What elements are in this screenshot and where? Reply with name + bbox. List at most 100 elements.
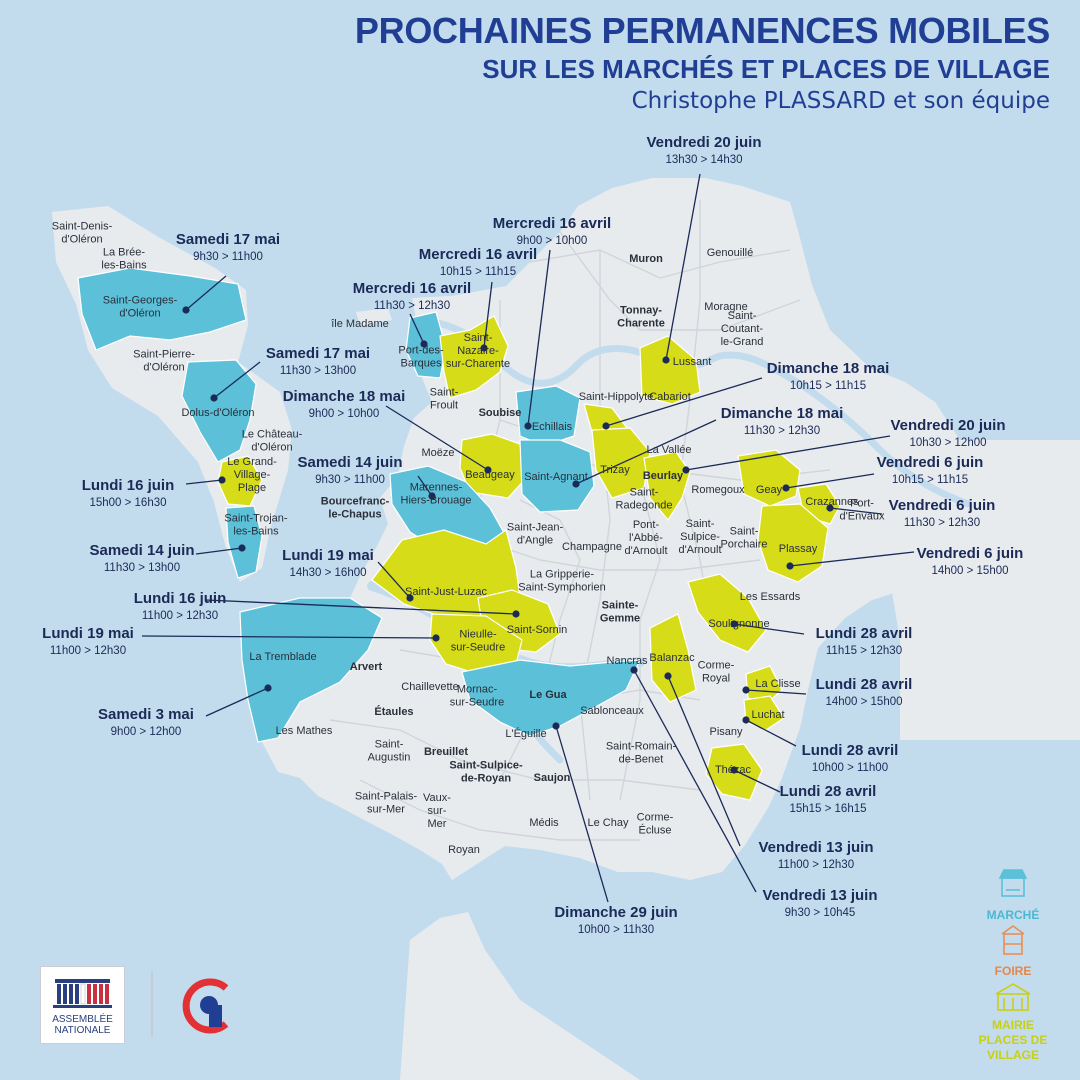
event-label: Lundi 19 mai 11h00 > 12h30	[42, 625, 134, 657]
leader-line	[409, 313, 425, 345]
region-cabariot	[639, 335, 701, 405]
event-label: Lundi 28 avril 10h00 > 11h00	[802, 742, 899, 774]
place-label-line: Mornac-	[457, 684, 498, 696]
event-day: Lundi 19 mai	[282, 547, 374, 564]
place-label: Le Chay	[588, 817, 629, 829]
location-dot	[480, 344, 488, 352]
event-time: 14h30 > 16h00	[289, 567, 366, 579]
place-label-line: Charente	[617, 318, 665, 330]
place-label-line: Augustin	[368, 752, 411, 764]
leader-line	[483, 281, 493, 349]
place-label-line: Saint-Trojan-	[224, 513, 288, 525]
place-label-line: Saint-	[686, 518, 715, 530]
place-label: Muron	[629, 253, 663, 265]
place-label-line: Marennes-	[410, 482, 463, 494]
region-la-clisse	[745, 665, 783, 705]
commune-border	[679, 200, 711, 621]
place-label: Le Grand-Village-Plage	[227, 456, 277, 494]
place-label-line: le-Chapus	[328, 509, 381, 521]
place-label-line: Le Château-	[242, 429, 303, 441]
leader-line	[141, 635, 437, 639]
place-label: Vaux-sur-Mer	[423, 792, 451, 830]
leader-line	[527, 249, 551, 427]
location-dot	[572, 480, 580, 488]
place-label-line: d'Oléron	[143, 362, 184, 374]
place-label-line: Froult	[430, 400, 458, 412]
place-label-line: Breuillet	[424, 746, 468, 758]
place-label-line: Sablonceaux	[580, 705, 644, 717]
event-day: Lundi 16 juin	[82, 477, 175, 494]
event-time: 10h00 > 11h30	[578, 924, 654, 936]
region-balanzac	[649, 613, 697, 703]
place-label-line: Saint-Pierre-	[133, 349, 195, 361]
location-dot	[826, 504, 834, 512]
event-time: 10h15 > 11h15	[790, 380, 866, 392]
place-label-line: Saint-	[375, 739, 404, 751]
place-label-line: les-Bains	[233, 526, 279, 538]
event-day: Dimanche 18 mai	[721, 405, 844, 422]
place-label: Corme-Écluse	[637, 812, 674, 837]
place-label: Saint-Porchaire	[720, 526, 767, 551]
place-label: Saint-Just-Luzac	[405, 586, 487, 598]
place-label-line: Corme-	[637, 812, 674, 824]
event-label: Vendredi 6 juin 11h30 > 12h30	[889, 497, 996, 529]
leader-line	[789, 551, 915, 567]
location-dot	[786, 562, 794, 570]
place-label: Bourcefranc-le-Chapus	[321, 496, 390, 521]
place-label-line: Arvert	[350, 661, 383, 673]
place-label-line: Bourcefranc-	[321, 496, 390, 508]
place-label-line: Saint-Sulpice-	[449, 760, 523, 772]
place-label: Étaules	[374, 705, 413, 718]
event-day: Vendredi 6 juin	[877, 454, 984, 471]
leader-line	[685, 435, 891, 471]
place-label: Geay	[756, 484, 783, 496]
location-dot	[428, 492, 436, 500]
page-subtitle: SUR LES MARCHÉS ET PLACES DE VILLAGE	[482, 54, 1050, 84]
place-label-line: Thézac	[715, 764, 752, 776]
place-label-line: Tonnay-	[620, 305, 662, 317]
region-beaugeay	[459, 433, 527, 499]
event-day: Dimanche 18 mai	[767, 360, 890, 377]
region-saint-trojan	[225, 505, 263, 579]
place-label-line: Saint-Agnant	[524, 471, 588, 483]
region-dolus	[181, 359, 257, 463]
legend-mairie-label: MAIRIE PLACES DE VILLAGE	[960, 1018, 1066, 1063]
event-time: 9h30 > 11h00	[315, 474, 385, 486]
leader-line	[185, 479, 223, 485]
place-label-line: Chaillevette	[401, 681, 458, 693]
place-label: Port-d'Envaux	[840, 498, 885, 523]
assemblee-nationale-logo: ASSEMBLÉE NATIONALE	[40, 966, 125, 1044]
place-label-line: Plage	[238, 482, 266, 494]
event-time: 9h00 > 10h00	[309, 408, 380, 420]
place-label: Thézac	[715, 764, 752, 776]
leader-line	[733, 623, 805, 635]
place-label-line: Beurlay	[643, 470, 684, 482]
leader-line	[185, 275, 227, 311]
event-label: Dimanche 18 mai 9h00 > 10h00	[283, 388, 406, 420]
place-label: Soulignonne	[708, 618, 769, 630]
location-dot	[264, 684, 272, 692]
place-label: Saujon	[534, 772, 571, 784]
event-label: Mercredi 16 avril 11h30 > 12h30	[353, 280, 471, 312]
place-label: Saint-Froult	[430, 387, 459, 412]
place-label: Royan	[448, 844, 480, 856]
leader-line	[665, 173, 701, 361]
legend-mairie-line-3: VILLAGE	[986, 1048, 1039, 1062]
place-label-line: Saint-	[464, 332, 493, 344]
event-label: Lundi 16 juin 15h00 > 16h30	[82, 477, 175, 509]
place-label-line: d'Oléron	[119, 308, 160, 320]
place-label: Saint-Denis-d'Oléron	[52, 221, 113, 246]
place-label-line: Saint-Romain-	[606, 741, 677, 753]
assemblee-line-1: ASSEMBLÉE	[52, 1014, 113, 1025]
place-label: Mornac-sur-Seudre	[450, 684, 504, 709]
place-label: Crazannes	[805, 496, 859, 508]
place-label-line: Barques	[401, 358, 442, 370]
place-label-line: Le Chay	[588, 817, 629, 829]
event-day: Vendredi 6 juin	[889, 497, 996, 514]
event-label: Vendredi 20 juin 10h30 > 12h00	[890, 417, 1005, 449]
place-label: Champagne	[562, 541, 622, 553]
event-label: Samedi 14 juin 11h30 > 13h00	[89, 542, 194, 574]
place-label-line: Saint-	[730, 526, 759, 538]
event-time: 13h30 > 14h30	[665, 154, 742, 166]
